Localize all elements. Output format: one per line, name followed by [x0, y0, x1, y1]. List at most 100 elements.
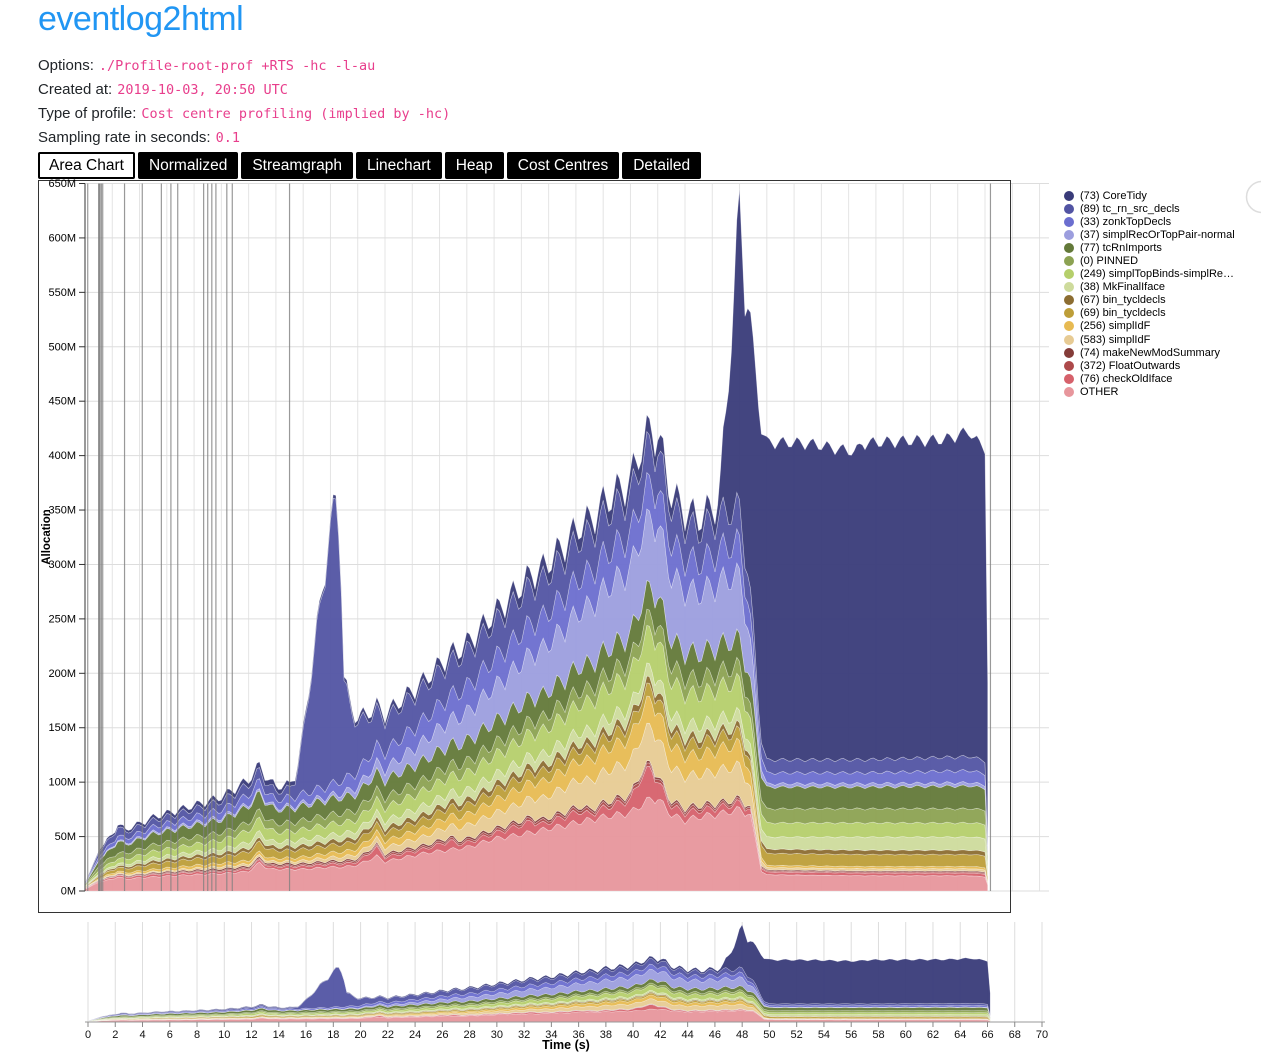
svg-text:6: 6 — [167, 1029, 173, 1041]
legend-swatch-icon — [1064, 269, 1074, 280]
legend-item: (0) PINNED — [1064, 254, 1235, 267]
main-chart-frame — [38, 180, 1011, 913]
legend-label: OTHER — [1080, 385, 1119, 398]
legend-swatch-icon — [1064, 242, 1074, 253]
legend-label: (0) PINNED — [1080, 255, 1139, 268]
legend-swatch-icon — [1064, 203, 1074, 214]
svg-text:70: 70 — [1036, 1029, 1048, 1041]
legend-item: (69) bin_tycldecls — [1064, 307, 1235, 320]
page-title: eventlog2html — [38, 0, 244, 38]
svg-text:28: 28 — [463, 1029, 475, 1041]
svg-text:500M: 500M — [48, 341, 76, 353]
legend-swatch-icon — [1064, 360, 1074, 371]
legend-swatch-icon — [1064, 334, 1074, 345]
legend-item: (33) zonkTopDecls — [1064, 215, 1235, 228]
profile-type-label: Type of profile: — [38, 105, 137, 122]
svg-text:200M: 200M — [48, 668, 76, 680]
profile-type-value: Cost centre profiling (implied by -hc) — [141, 106, 451, 122]
legend-label: (256) simplIdF — [1080, 320, 1151, 333]
legend-item: (73) CoreTidy — [1064, 189, 1235, 202]
tab-area-chart[interactable]: Area Chart — [38, 152, 135, 179]
legend-label: (583) simplIdF — [1080, 333, 1151, 346]
legend-item: (76) checkOldIface — [1064, 372, 1235, 385]
legend-item: (77) tcRnImports — [1064, 241, 1235, 254]
svg-text:42: 42 — [654, 1029, 666, 1041]
svg-text:60: 60 — [900, 1029, 912, 1041]
svg-text:400M: 400M — [48, 450, 76, 462]
legend-item: (256) simplIdF — [1064, 320, 1235, 333]
vega-actions-button[interactable] — [1245, 180, 1261, 214]
svg-text:66: 66 — [981, 1029, 993, 1041]
legend-item: (38) MkFinalIface — [1064, 281, 1235, 294]
svg-text:300M: 300M — [48, 559, 76, 571]
legend-item: (583) simplIdF — [1064, 333, 1235, 346]
svg-text:600M: 600M — [48, 232, 76, 244]
svg-text:68: 68 — [1009, 1029, 1021, 1041]
svg-text:62: 62 — [927, 1029, 939, 1041]
svg-text:12: 12 — [245, 1029, 257, 1041]
svg-text:50: 50 — [763, 1029, 775, 1041]
tab-cost-centres[interactable]: Cost Centres — [506, 152, 620, 179]
sampling-rate-line: Sampling rate in seconds: 0.1 — [38, 129, 240, 146]
legend-label: (69) bin_tycldecls — [1080, 307, 1166, 320]
tab-normalized[interactable]: Normalized — [137, 152, 239, 179]
legend-item: (89) tc_rn_src_decls — [1064, 202, 1235, 215]
legend-item: (37) simplRecOrTopPair-normal — [1064, 228, 1235, 241]
sampling-rate-label: Sampling rate in seconds: — [38, 129, 211, 146]
svg-text:4: 4 — [139, 1029, 145, 1041]
main-area-layers[interactable] — [84, 189, 988, 892]
svg-text:36: 36 — [573, 1029, 585, 1041]
options-line: Options: ./Profile-root-prof +RTS -hc -l-… — [38, 57, 375, 74]
svg-text:18: 18 — [327, 1029, 339, 1041]
created-at-value: 2019-10-03, 20:50 UTC — [117, 82, 288, 98]
overview-area-layers[interactable] — [87, 924, 991, 1023]
svg-text:40: 40 — [627, 1029, 639, 1041]
legend-item: (249) simplTopBinds-simplRe… — [1064, 268, 1235, 281]
svg-text:14: 14 — [273, 1029, 285, 1041]
svg-text:450M: 450M — [48, 396, 76, 408]
svg-text:64: 64 — [954, 1029, 966, 1041]
svg-text:34: 34 — [545, 1029, 557, 1041]
legend-label: (74) makeNewModSummary — [1080, 346, 1220, 359]
legend-label: (37) simplRecOrTopPair-normal — [1080, 228, 1235, 241]
legend-label: (89) tc_rn_src_decls — [1080, 202, 1180, 215]
legend-swatch-icon — [1064, 295, 1074, 306]
svg-text:54: 54 — [818, 1029, 830, 1041]
svg-text:350M: 350M — [48, 505, 76, 517]
legend-item: OTHER — [1064, 385, 1235, 398]
legend-item: (67) bin_tycldecls — [1064, 294, 1235, 307]
svg-text:48: 48 — [736, 1029, 748, 1041]
legend-label: (77) tcRnImports — [1080, 241, 1162, 254]
created-at-line: Created at: 2019-10-03, 20:50 UTC — [38, 81, 288, 98]
legend-swatch-icon — [1064, 373, 1074, 384]
legend-swatch-icon — [1064, 229, 1074, 240]
tab-heap[interactable]: Heap — [444, 152, 504, 179]
tab-linechart[interactable]: Linechart — [355, 152, 442, 179]
legend-swatch-icon — [1064, 308, 1074, 319]
svg-text:58: 58 — [872, 1029, 884, 1041]
tab-detailed[interactable]: Detailed — [622, 152, 702, 179]
svg-text:56: 56 — [845, 1029, 857, 1041]
profile-type-line: Type of profile: Cost centre profiling (i… — [38, 105, 450, 122]
svg-text:24: 24 — [409, 1029, 421, 1041]
svg-text:38: 38 — [600, 1029, 612, 1041]
legend-label: (67) bin_tycldecls — [1080, 294, 1166, 307]
tab-streamgraph[interactable]: Streamgraph — [241, 152, 353, 179]
legend-item: (74) makeNewModSummary — [1064, 346, 1235, 359]
created-at-label: Created at: — [38, 81, 113, 98]
svg-text:46: 46 — [709, 1029, 721, 1041]
legend-label: (73) CoreTidy — [1080, 189, 1147, 202]
legend-swatch-icon — [1064, 321, 1074, 332]
legend-label: (38) MkFinalIface — [1080, 281, 1165, 294]
legend-swatch-icon — [1064, 190, 1074, 201]
legend-label: (76) checkOldIface — [1080, 372, 1173, 385]
svg-text:250M: 250M — [48, 613, 76, 625]
view-tabs: Area Chart Normalized Streamgraph Linechart… — [38, 152, 702, 179]
x-axis: 0 2 4 6 8 10 12 14 16 18 20 22 24 26 28 30 32 34 36 38 40 42 4… — [85, 1021, 1048, 1052]
options-value: ./Profile-root-prof +RTS -hc -l-au — [98, 58, 376, 74]
svg-text:22: 22 — [382, 1029, 394, 1041]
svg-text:16: 16 — [300, 1029, 312, 1041]
event-trace-lines — [87, 183, 992, 891]
